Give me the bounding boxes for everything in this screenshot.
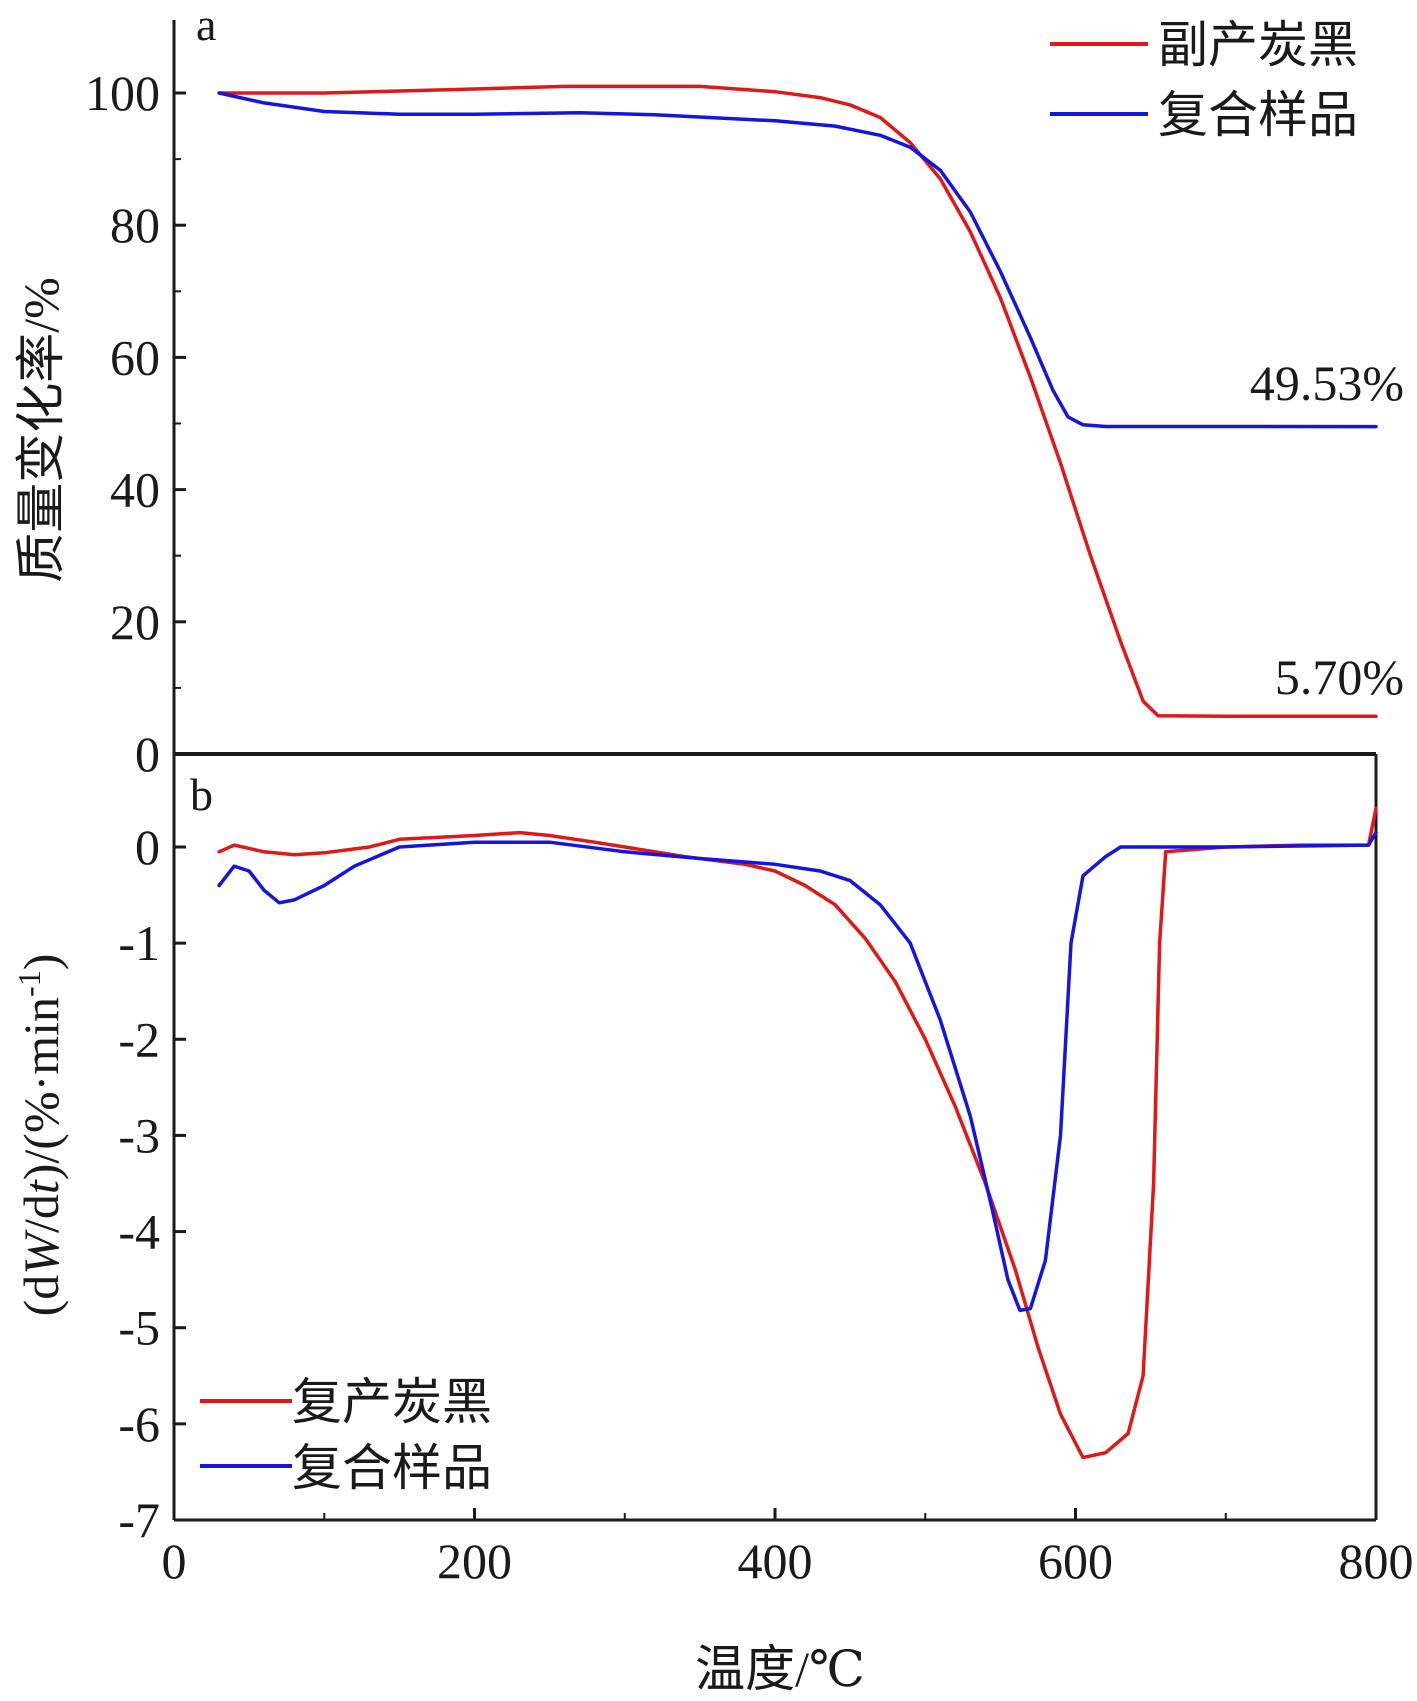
panel-a-y-tick-label: 40 <box>110 462 160 518</box>
panel-a-y-axis-label: 质量变化率/% <box>13 277 69 583</box>
legend-a-label-1: 复合样品 <box>1158 87 1358 143</box>
panel-a-y-tick-label: 80 <box>110 197 160 253</box>
panel-b-y-tick-label: -6 <box>118 1396 160 1452</box>
panel-a-series <box>217 84 1378 719</box>
x-tick-label: 400 <box>738 1533 813 1589</box>
annotation-composite-residue: 49.53% <box>1250 355 1404 411</box>
panel-a-y-tick-label: 100 <box>85 65 160 121</box>
panel-b-y-tick-label: -3 <box>118 1107 160 1163</box>
x-tick-label: 200 <box>437 1533 512 1589</box>
panel-a-series-line-1 <box>217 91 1378 429</box>
panel-a-y-tick-label: 60 <box>110 329 160 385</box>
x-tick-label: 0 <box>162 1533 187 1589</box>
legend-b-label-0: 复产炭黑 <box>292 1374 492 1430</box>
panel-b-letter: b <box>190 769 213 820</box>
panel-b-series-line-1 <box>217 830 1378 1313</box>
panel-b-y-tick-label: -5 <box>118 1300 160 1356</box>
panel-b-y-ticks: 0 -1 -2 -3 -4 -5 -6 -7 <box>118 819 186 1548</box>
annotation-carbon-residue: 5.70% <box>1275 649 1404 705</box>
x-axis-label: 温度/℃ <box>695 1641 865 1697</box>
panel-b-y-tick-label: -7 <box>118 1492 160 1548</box>
panel-a-series-line-0 <box>217 84 1378 719</box>
panel-a-legend: 副产炭黑 复合样品 <box>1050 17 1358 143</box>
panel-b-y-axis-label: (dW/dt)/(%·min-1) <box>11 954 69 1317</box>
legend-a-label-0: 副产炭黑 <box>1158 17 1358 73</box>
panel-b-series <box>217 806 1378 1460</box>
panel-a-y-tick-label: 0 <box>135 726 160 782</box>
panel-b-series-line-0 <box>217 806 1378 1460</box>
x-tick-label: 800 <box>1339 1533 1414 1589</box>
panel-a-letter: a <box>196 0 216 50</box>
panel-b: 0 -1 -2 -3 -4 -5 -6 -7 0 200 400 600 800 b (dW/dt)/… <box>11 754 1414 1589</box>
panel-a-y-ticks: 0 20 40 60 80 100 <box>85 65 186 782</box>
panel-b-y-tick-label: -2 <box>118 1011 160 1067</box>
panel-a-y-tick-label: 20 <box>110 594 160 650</box>
x-tick-label: 600 <box>1038 1533 1113 1589</box>
panel-b-y-tick-label: -1 <box>118 915 160 971</box>
panel-b-y-tick-label: -4 <box>118 1204 160 1260</box>
panel-b-legend: 复产炭黑 复合样品 <box>200 1374 492 1496</box>
panel-a: 0 20 40 60 80 100 a 质量变化率/% 49.53% 5.70% 副产炭黑… <box>13 0 1404 782</box>
x-ticks: 0 200 400 600 800 <box>162 1508 1414 1589</box>
panel-b-y-tick-label: 0 <box>135 819 160 875</box>
legend-b-label-1: 复合样品 <box>292 1440 492 1496</box>
